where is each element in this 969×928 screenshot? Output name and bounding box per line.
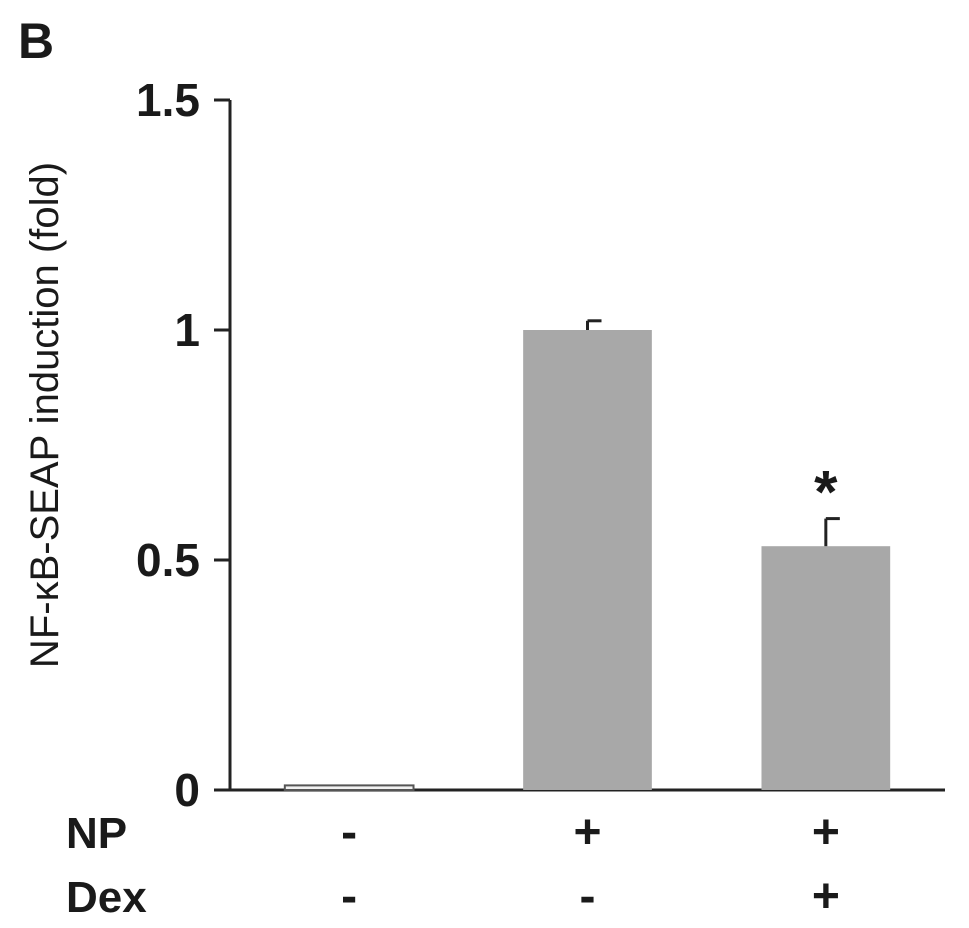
condition-sign: + [573,806,601,859]
y-tick-label: 0 [174,764,200,816]
condition-row-label: Dex [66,873,147,922]
y-axis: 0 0.5 1 1.5 [136,74,232,816]
condition-row-label: NP [66,809,127,858]
panel-label: B [18,13,54,69]
y-tick-label: 0.5 [136,534,200,586]
condition-sign: - [341,870,357,923]
significance-marker: * [814,459,838,526]
bars: * [283,319,891,792]
condition-table: NP - + + Dex - - + [66,806,840,923]
bar [523,330,652,790]
bar [283,784,415,792]
condition-sign: + [812,806,840,859]
condition-sign: - [580,870,596,923]
y-tick-label: 1 [174,304,200,356]
condition-sign: - [341,806,357,859]
condition-sign: + [812,870,840,923]
bar [761,546,891,790]
y-axis-label: NF-κB-SEAP induction (fold) [23,162,67,668]
y-tick-label: 1.5 [136,74,200,126]
